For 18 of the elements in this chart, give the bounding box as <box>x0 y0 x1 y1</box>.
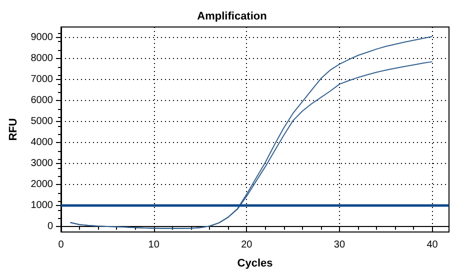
y-tick-label: 9000 <box>30 32 54 44</box>
y-tick-label: 7000 <box>30 74 54 86</box>
x-tick-label: 0 <box>58 240 64 250</box>
x-tick-label: 40 <box>426 240 438 250</box>
x-axis-title: Cycles <box>237 258 273 270</box>
y-tick-label: 5000 <box>30 116 54 128</box>
y-tick-label: 4000 <box>30 137 54 148</box>
x-tick-label: 20 <box>241 240 253 250</box>
x-tick-label: 10 <box>148 240 160 250</box>
y-tick-label: 8000 <box>30 53 54 64</box>
y-tick-label: 0 <box>47 221 54 232</box>
y-tick-label: 3000 <box>30 158 54 170</box>
y-tick-label: 2000 <box>30 179 54 190</box>
y-tick-label: 6000 <box>30 95 54 106</box>
chart-title: Amplification <box>197 10 268 22</box>
y-axis-title: RFU <box>8 118 20 141</box>
x-tick-label: 30 <box>334 240 346 250</box>
y-tick-label: 1000 <box>30 200 54 212</box>
